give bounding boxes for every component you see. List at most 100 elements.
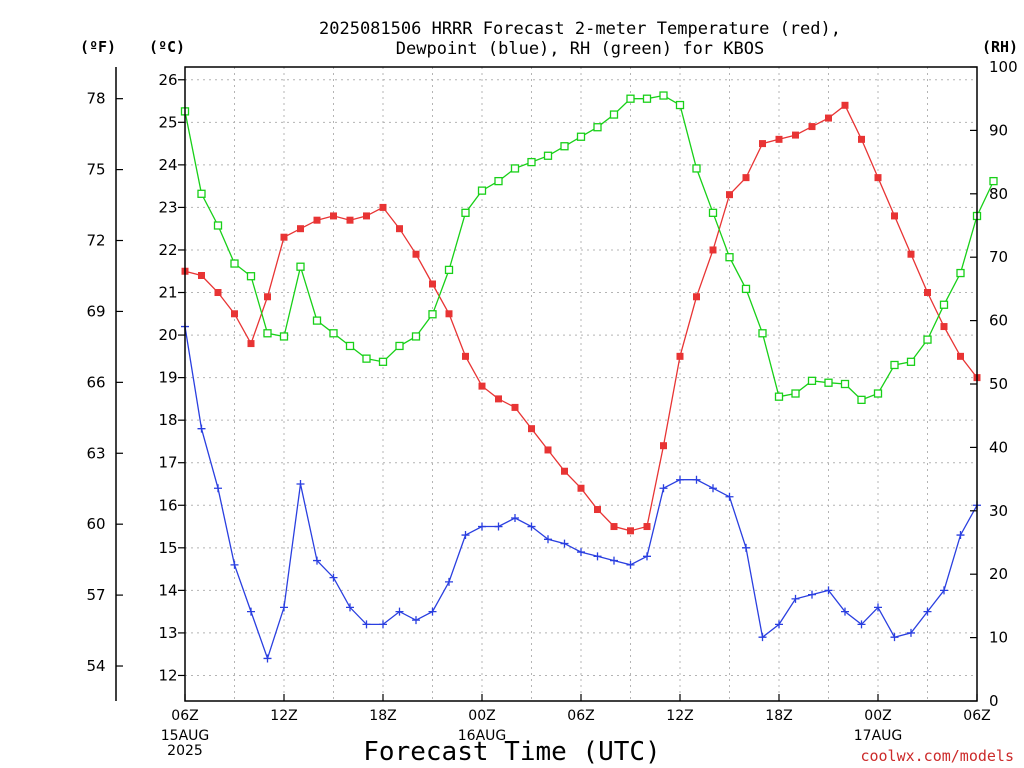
temperature-point: [924, 289, 931, 297]
temperature-point: [742, 174, 750, 182]
dewpoint-point: [329, 573, 338, 582]
rh-point: [213, 221, 223, 230]
dewpoint-point: [841, 607, 849, 616]
rh-point: [378, 357, 388, 366]
fahrenheit-tick-label: 75: [86, 161, 105, 179]
temperature-point: [940, 323, 948, 331]
celsius-tick-label: 14: [158, 581, 177, 599]
rh-point: [873, 389, 883, 398]
dewpoint-point: [544, 535, 552, 544]
rh-series: [180, 91, 998, 405]
rh-point: [312, 316, 322, 325]
x-date-label: 15AUG: [161, 728, 210, 744]
fahrenheit-tick-label: 72: [86, 232, 105, 250]
dewpoint-point: [362, 620, 371, 629]
temperature-point: [462, 352, 469, 360]
plot-frame: [184, 66, 978, 702]
rh-point: [708, 208, 718, 217]
rh-point: [296, 262, 305, 271]
fahrenheit-tick-label: 60: [86, 515, 105, 533]
rh-point: [939, 300, 949, 309]
rh-point: [362, 354, 371, 363]
x-tick-label: 06Z: [567, 708, 594, 724]
dewpoint-point: [445, 577, 453, 586]
temperature-point: [594, 506, 601, 514]
rh-point: [923, 335, 932, 344]
temperature-point: [412, 250, 420, 258]
temperature-point: [709, 246, 717, 254]
temperature-point: [544, 446, 552, 454]
x-date-label: 16AUG: [458, 728, 507, 744]
rh-tick-label: 70: [989, 248, 1008, 266]
x-tick-label: 00Z: [468, 708, 495, 724]
temperature-point: [396, 225, 403, 233]
temperature-point: [445, 310, 453, 318]
dewpoint-point: [940, 586, 948, 595]
celsius-tick-label: 18: [158, 411, 177, 429]
rh-point: [890, 360, 899, 370]
rh-point: [791, 389, 800, 398]
rh-point: [527, 157, 536, 167]
dewpoint-point: [494, 522, 503, 531]
temperature-point: [379, 203, 387, 211]
rh-point: [626, 94, 635, 103]
temperature-point: [231, 310, 238, 318]
dewpoint-point: [428, 607, 437, 616]
dewpoint-point: [874, 603, 882, 612]
x-tick-label: 00Z: [864, 708, 891, 724]
temperature-point: [660, 442, 667, 450]
rh-point: [659, 91, 668, 100]
rh-tick-label: 60: [989, 312, 1008, 330]
temperature-point: [247, 340, 255, 348]
celsius-tick-label: 15: [158, 539, 177, 557]
temperature-point: [478, 382, 486, 390]
dewpoint-point: [461, 531, 470, 540]
rh-tick-label: 100: [989, 58, 1018, 76]
temperature-point: [528, 425, 535, 433]
rh-point: [230, 259, 239, 268]
fahrenheit-tick-label: 57: [86, 586, 105, 604]
rh-point: [477, 186, 487, 195]
fahrenheit-tick-label: 69: [86, 302, 105, 320]
temperature-point: [726, 191, 733, 199]
dewpoint-point: [395, 607, 404, 616]
dewpoint-point: [263, 654, 272, 663]
dewpoint-point: [560, 539, 569, 548]
x-axis-title: Forecast Time (UTC): [363, 737, 660, 767]
fahrenheit-unit-label: (ºF): [80, 38, 116, 56]
temperature-point: [313, 216, 321, 224]
temperature-point: [907, 250, 915, 258]
temperature-point: [874, 174, 882, 182]
rh-point: [609, 110, 619, 119]
celsius-tick-label: 26: [158, 71, 177, 89]
rh-point: [692, 164, 701, 173]
rh-point: [246, 272, 256, 281]
rh-point: [956, 268, 965, 278]
rh-tick-label: 50: [989, 375, 1008, 393]
rh-point: [461, 208, 470, 217]
dewpoint-point: [857, 620, 866, 629]
dewpoint-point: [643, 552, 651, 561]
rh-point: [494, 176, 503, 186]
rh-point: [824, 378, 833, 387]
dewpoint-point: [346, 603, 354, 612]
dewpoint-point: [791, 594, 800, 603]
dewpoint-point: [412, 616, 420, 625]
temperature-point: [429, 280, 436, 288]
dewpoint-point: [197, 424, 206, 433]
rh-point: [576, 132, 586, 141]
dewpoint-point: [626, 560, 635, 569]
temperature-point: [610, 523, 618, 531]
temperature-point: [363, 212, 370, 220]
dewpoint-point: [511, 514, 519, 523]
temperature-point: [495, 395, 502, 403]
dewpoint-point: [808, 590, 816, 599]
dewpoint-point: [659, 484, 668, 493]
axis-labels: 12 13 14 15 16 17 18 19 20 21 22 23 24 25 26 54 57 60 63 66…: [86, 58, 1017, 759]
chart-title-line-1: 2025081506 HRRR Forecast 2-meter Tempera…: [319, 19, 841, 39]
dewpoint-point: [742, 543, 750, 552]
dewpoint-point: [593, 552, 602, 561]
rh-tick-label: 30: [989, 502, 1008, 520]
celsius-tick-label: 19: [158, 369, 177, 387]
